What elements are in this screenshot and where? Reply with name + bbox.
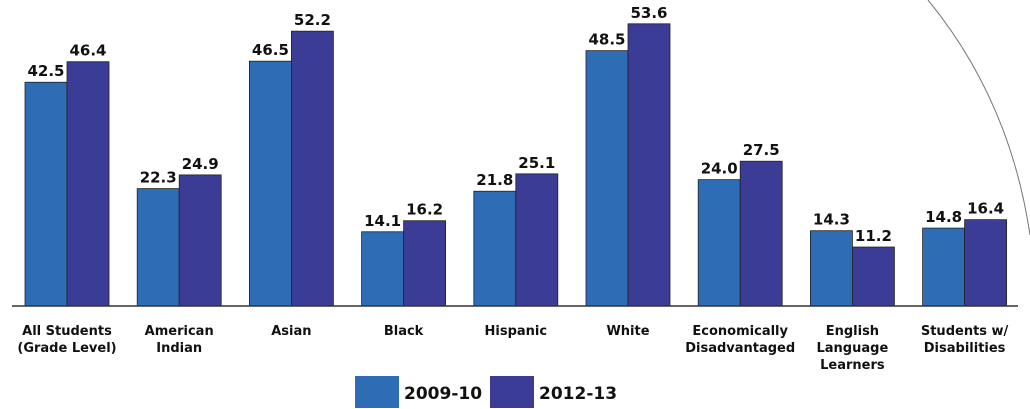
bar-2-5: [515, 173, 559, 307]
value-label-2-4: 16.2: [406, 201, 443, 219]
bar-1-1: [24, 81, 68, 307]
value-label-2-2: 24.9: [182, 155, 219, 173]
bar-1-5: [473, 190, 517, 307]
bar-1-4: [361, 231, 405, 307]
decorative-arc: [927, 0, 1030, 236]
value-label-2-6: 53.6: [630, 4, 667, 22]
bar-2-1: [66, 61, 110, 307]
bar-1-2: [136, 188, 180, 307]
value-label-2-8: 11.2: [855, 227, 892, 245]
bar-1-8: [810, 230, 853, 307]
value-label-1-1: 42.5: [27, 62, 64, 80]
category-label-6: White: [606, 324, 649, 339]
bar-2-8: [852, 246, 895, 307]
bar-1-7: [697, 179, 741, 307]
value-label-2-1: 46.4: [69, 42, 106, 60]
bar-2-9: [964, 219, 1007, 307]
value-label-1-9: 14.8: [925, 208, 962, 226]
value-label-1-7: 24.0: [701, 160, 738, 178]
category-label-8: English: [826, 324, 879, 339]
bar-2-3: [290, 30, 334, 307]
legend-label-1: 2009-10: [404, 384, 482, 404]
category-label-9: Students w/: [921, 324, 1009, 339]
value-label-2-5: 25.1: [518, 154, 555, 172]
value-label-2-3: 52.2: [294, 11, 331, 29]
value-label-1-6: 48.5: [588, 31, 625, 49]
category-label-1: (Grade Level): [17, 341, 116, 356]
bar-2-7: [739, 160, 783, 307]
bar-2-4: [403, 220, 447, 307]
category-label-7: Economically: [692, 324, 788, 339]
legend-label-2: 2012-13: [539, 384, 617, 404]
category-label-9: Disabilities: [924, 341, 1006, 356]
value-label-1-5: 21.8: [476, 171, 513, 189]
value-label-2-7: 27.5: [743, 141, 780, 159]
value-label-2-9: 16.4: [967, 200, 1004, 218]
bar-1-6: [585, 50, 629, 307]
value-label-1-4: 14.1: [364, 212, 401, 230]
category-label-5: Hispanic: [485, 324, 548, 339]
bar-2-6: [627, 23, 671, 307]
value-label-1-8: 14.3: [813, 211, 850, 229]
category-label-8: Language: [817, 341, 889, 356]
legend: 2009-10 2012-13: [355, 376, 617, 408]
legend-swatch-2: [490, 376, 534, 408]
category-label-2: American: [145, 324, 214, 339]
legend-swatch-1: [355, 376, 399, 408]
category-label-8: Learners: [820, 358, 885, 373]
category-label-3: Asian: [271, 324, 311, 339]
category-label-2: Indian: [156, 341, 202, 356]
category-label-7: Disadvantaged: [685, 341, 795, 356]
category-label-1: All Students: [22, 324, 112, 339]
value-label-1-2: 22.3: [140, 169, 177, 187]
value-label-1-3: 46.5: [252, 41, 289, 59]
bar-1-3: [248, 60, 292, 307]
category-label-4: Black: [384, 324, 424, 339]
bar-2-2: [178, 174, 222, 307]
bar-1-9: [922, 227, 965, 307]
